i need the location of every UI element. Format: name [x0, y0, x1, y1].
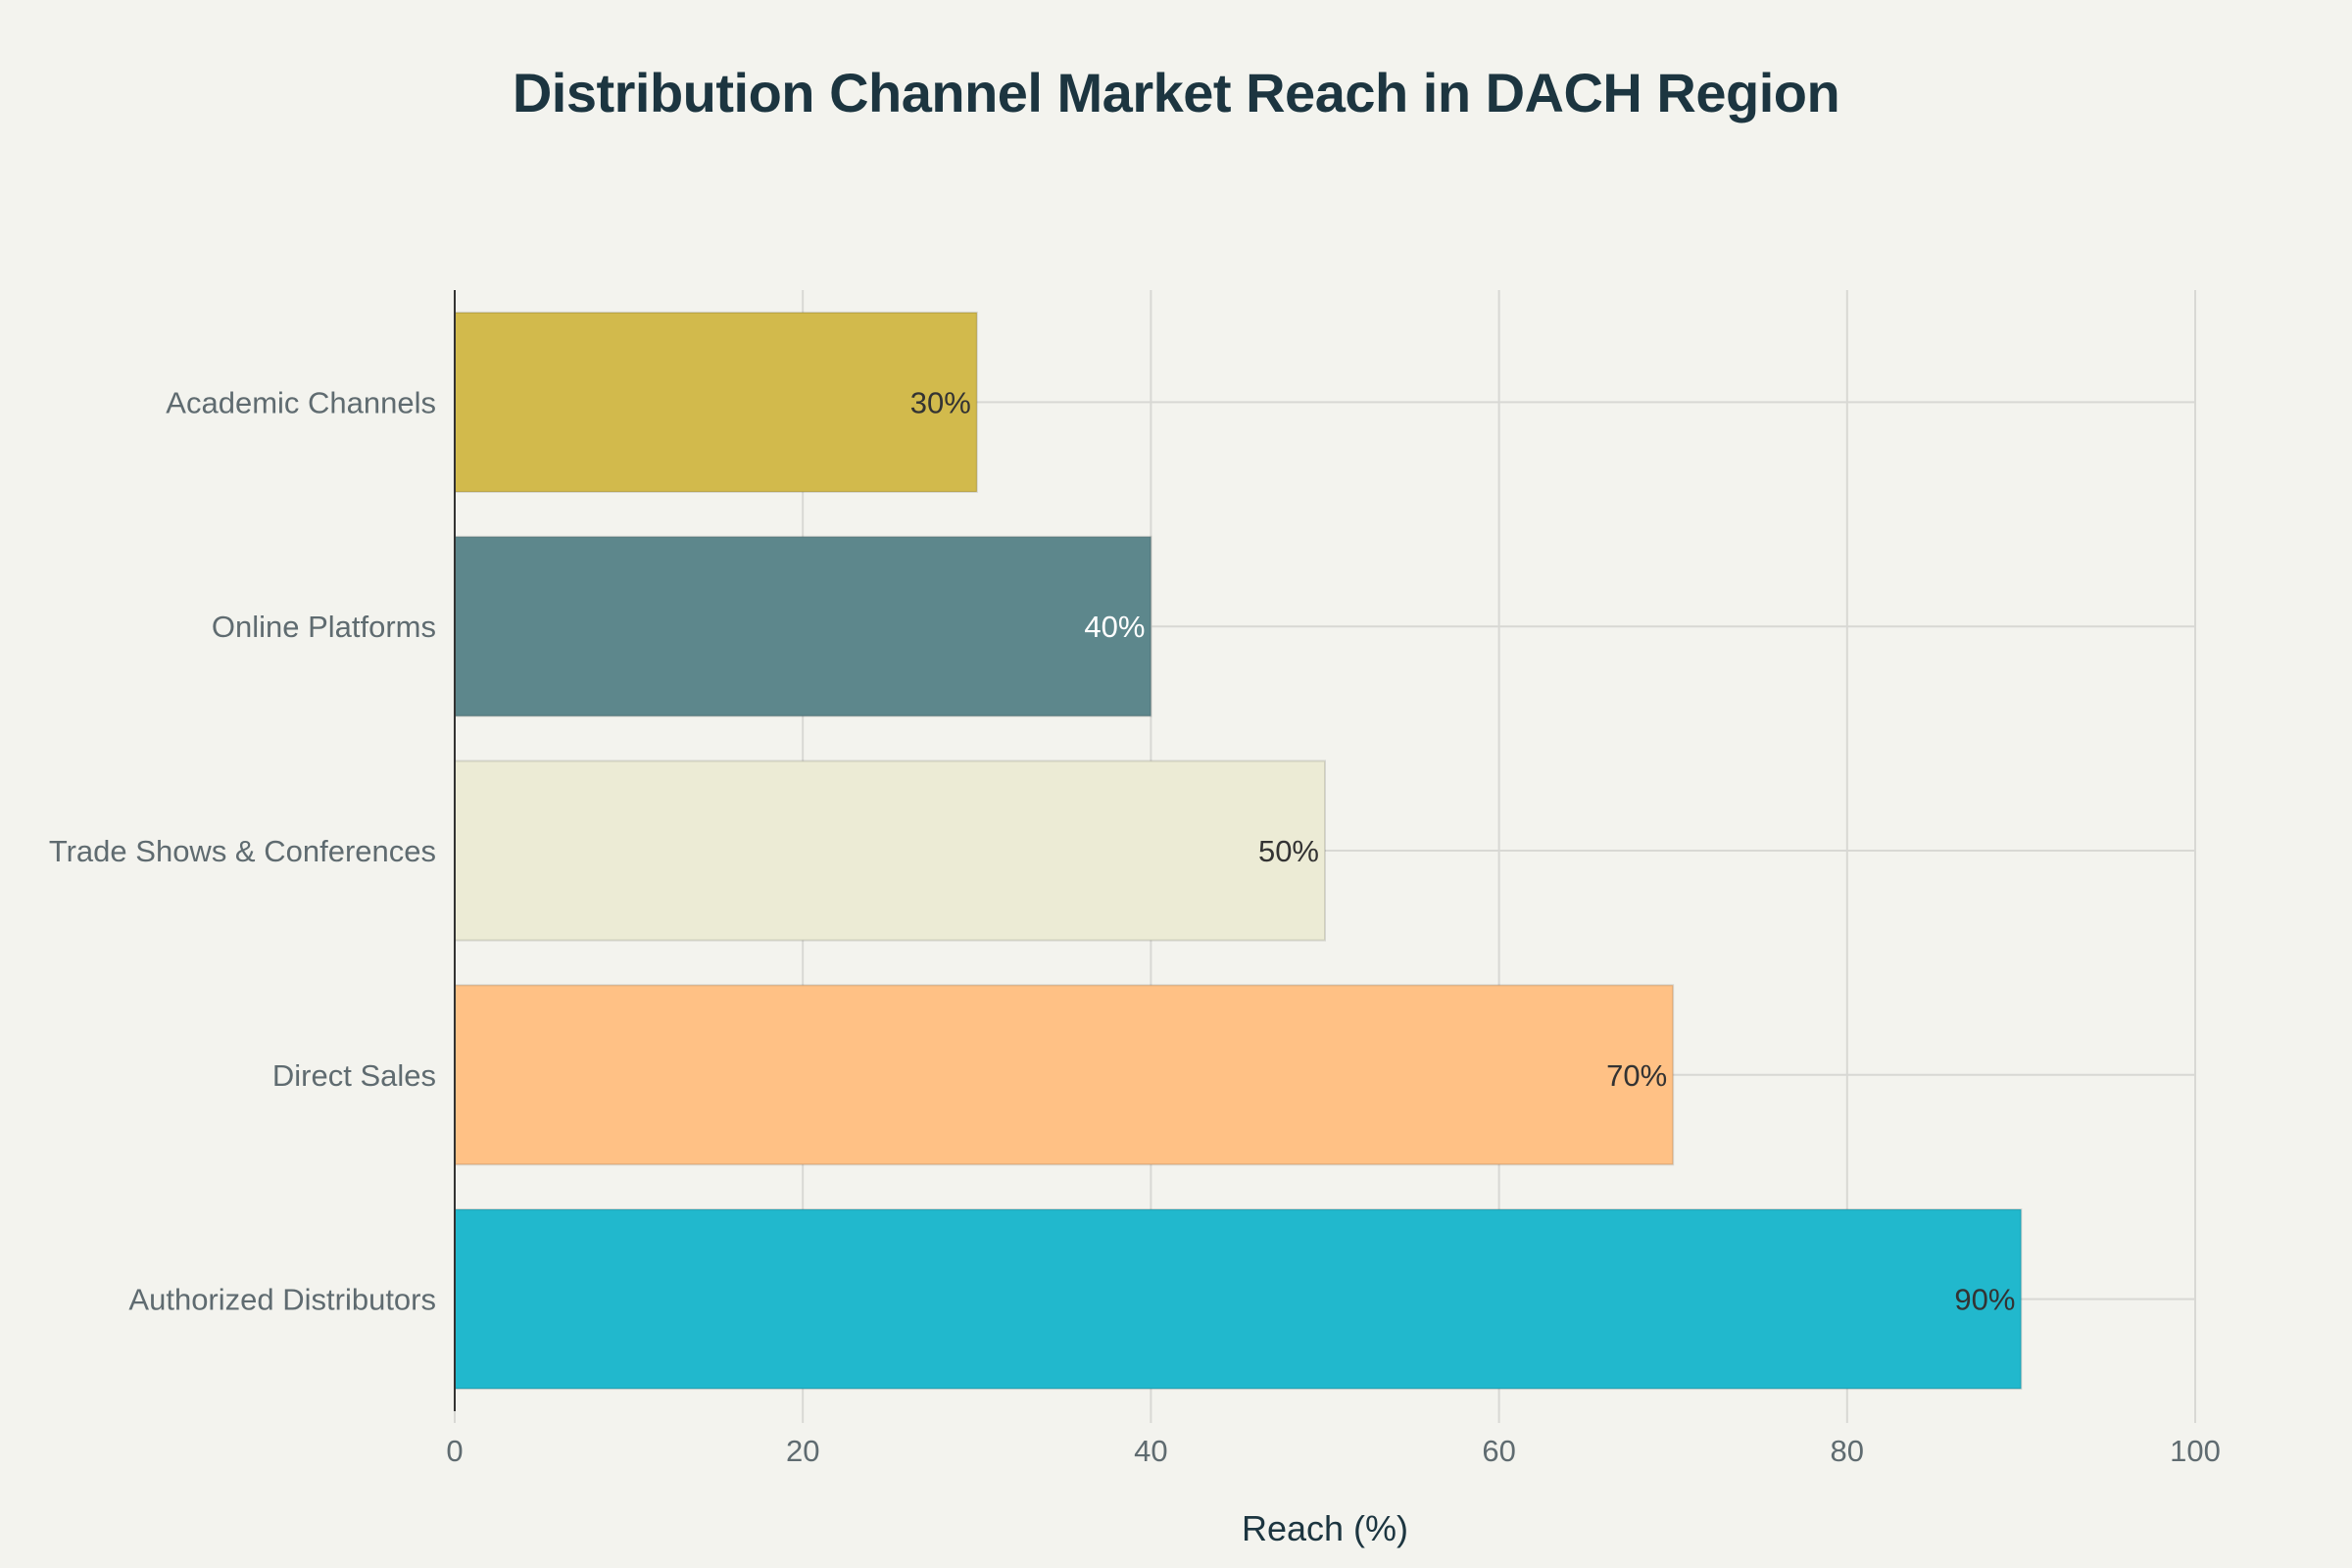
- category-label: Authorized Distributors: [128, 1283, 436, 1317]
- data-label: 70%: [1606, 1058, 1667, 1093]
- x-tick-label: 20: [786, 1434, 819, 1468]
- bar: [454, 535, 1152, 717]
- x-tick-label: 0: [446, 1434, 463, 1468]
- x-tick-label: 100: [2170, 1434, 2221, 1468]
- bar: [454, 760, 1326, 942]
- category-label: Trade Shows & Conferences: [49, 834, 436, 868]
- bar: [454, 1208, 2023, 1391]
- data-label: 90%: [1954, 1283, 2015, 1317]
- bar: [454, 984, 1675, 1166]
- data-label: 30%: [910, 385, 971, 419]
- category-label: Academic Channels: [166, 385, 436, 419]
- data-label: 50%: [1258, 834, 1319, 868]
- x-tick-label: 60: [1482, 1434, 1515, 1468]
- data-label: 40%: [1084, 610, 1145, 644]
- labels: 0 20 40 60 80 100 90% Authorized Distributors 70…: [49, 385, 2221, 1548]
- bars: [454, 311, 2023, 1391]
- x-axis-title: Reach (%): [1242, 1508, 1408, 1548]
- x-tick-label: 40: [1134, 1434, 1167, 1468]
- category-label: Online Platforms: [212, 610, 436, 644]
- bar: [454, 311, 978, 493]
- x-tick-label: 80: [1831, 1434, 1864, 1468]
- category-label: Direct Sales: [272, 1058, 436, 1093]
- chart-title: Distribution Channel Market Reach in DAC…: [512, 62, 1840, 123]
